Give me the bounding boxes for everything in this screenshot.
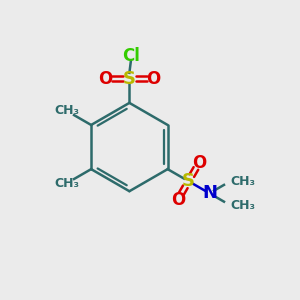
Text: O: O	[146, 70, 161, 88]
Text: CH₃: CH₃	[54, 177, 80, 190]
Text: N: N	[202, 184, 217, 202]
Text: CH₃: CH₃	[54, 104, 80, 118]
Text: O: O	[98, 70, 112, 88]
Text: CH₃: CH₃	[230, 175, 255, 188]
Text: O: O	[171, 190, 185, 208]
Text: O: O	[192, 154, 206, 172]
Text: S: S	[182, 172, 195, 190]
Text: S: S	[123, 70, 136, 88]
Text: CH₃: CH₃	[230, 199, 255, 212]
Text: Cl: Cl	[122, 47, 140, 65]
